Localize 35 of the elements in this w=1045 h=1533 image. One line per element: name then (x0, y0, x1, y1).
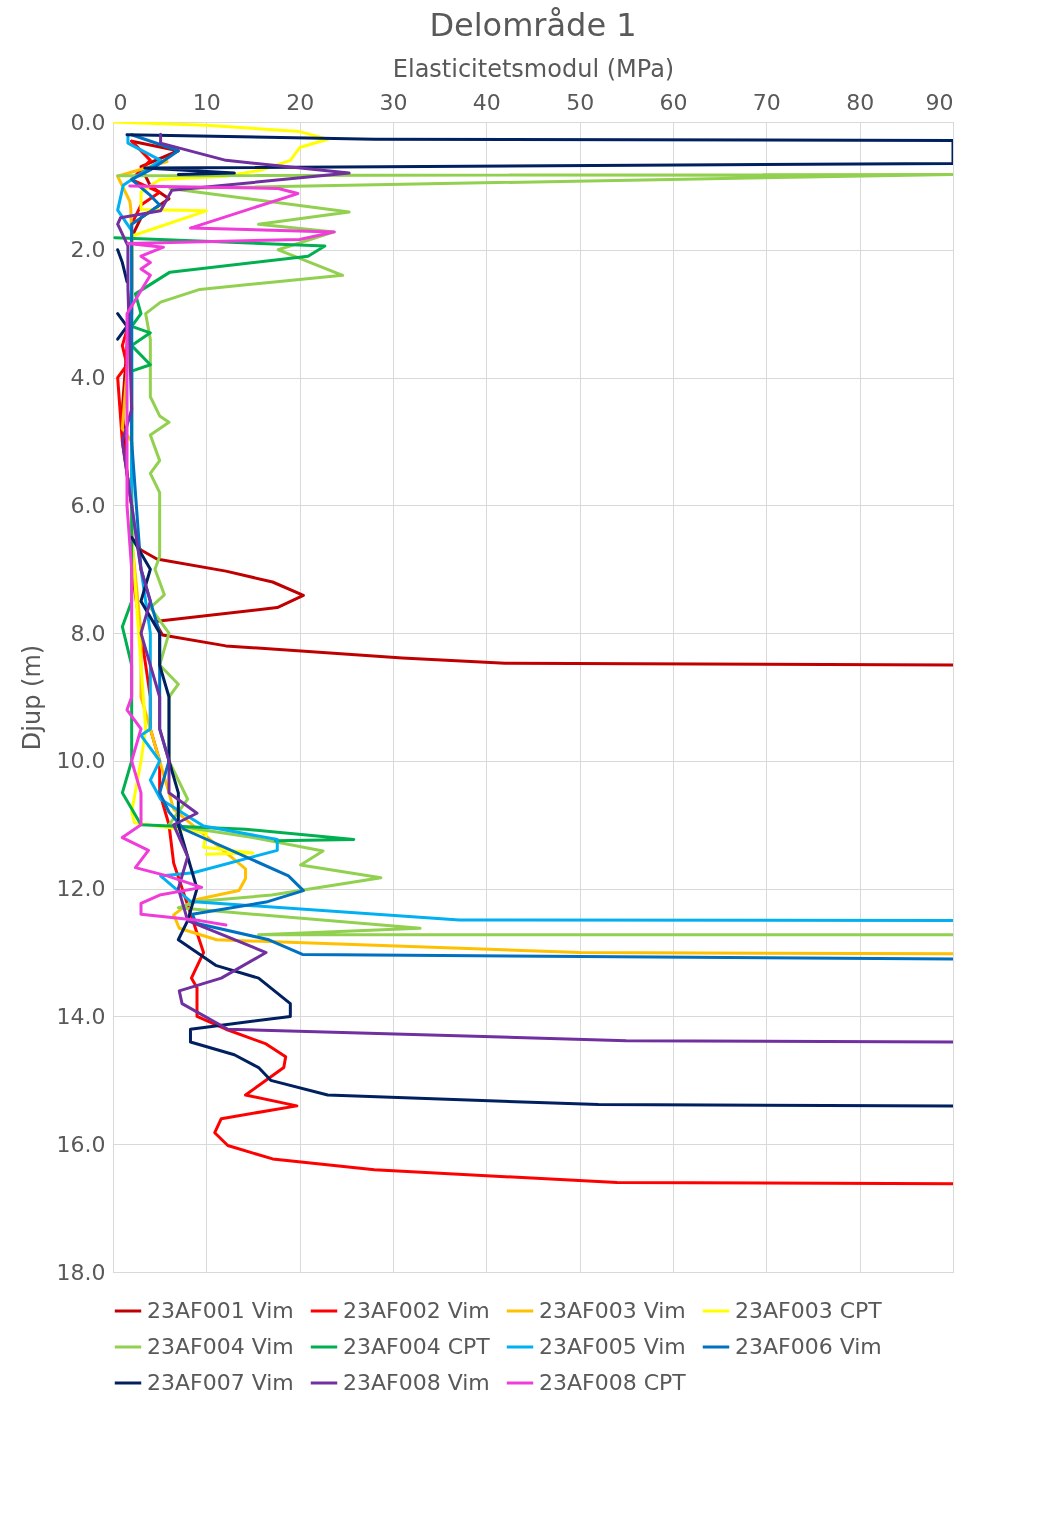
x-tick-label: 10 (192, 89, 221, 115)
x-axis-title: Elasticitetsmodul (MPa) (392, 54, 675, 83)
legend-label: 23AF006 Vim (735, 1334, 882, 1359)
legend-label: 23AF003 CPT (735, 1298, 883, 1323)
y-tick-label: 12.0 (56, 876, 106, 902)
legend-label: 23AF008 CPT (539, 1370, 687, 1395)
x-tick-label: 30 (379, 89, 408, 115)
x-tick-label: 90 (925, 89, 954, 115)
y-tick-label: 0.0 (70, 109, 106, 135)
y-tick-label: 18.0 (56, 1259, 106, 1285)
legend-label: 23AF004 CPT (343, 1334, 491, 1359)
x-tick-label: 0 (113, 89, 128, 115)
y-tick-label: 8.0 (70, 620, 106, 646)
y-tick-label: 16.0 (56, 1131, 106, 1157)
y-tick-label: 6.0 (70, 492, 106, 518)
y-axis-title: Djup (m) (17, 644, 46, 751)
x-tick-label: 40 (472, 89, 501, 115)
chart-title: Delområde 1 (429, 6, 637, 44)
y-tick-label: 2.0 (70, 237, 106, 263)
y-tick-label: 4.0 (70, 365, 106, 391)
x-tick-label: 50 (566, 89, 595, 115)
x-tick-label: 20 (286, 89, 315, 115)
legend-label: 23AF001 Vim (147, 1298, 294, 1323)
line-series (120, 184, 336, 927)
legend-label: 23AF008 Vim (343, 1370, 490, 1395)
legend-label: 23AF003 Vim (539, 1298, 686, 1323)
legend-label: 23AF005 Vim (539, 1334, 686, 1359)
legend-label: 23AF007 Vim (147, 1370, 294, 1395)
x-tick-label: 70 (752, 89, 781, 115)
x-tick-label: 60 (659, 89, 688, 115)
legend-label: 23AF004 Vim (147, 1334, 294, 1359)
y-tick-label: 14.0 (56, 1003, 106, 1029)
y-tick-label: 10.0 (56, 748, 106, 774)
x-tick-label: 80 (846, 89, 875, 115)
legend-label: 23AF002 Vim (343, 1298, 490, 1323)
